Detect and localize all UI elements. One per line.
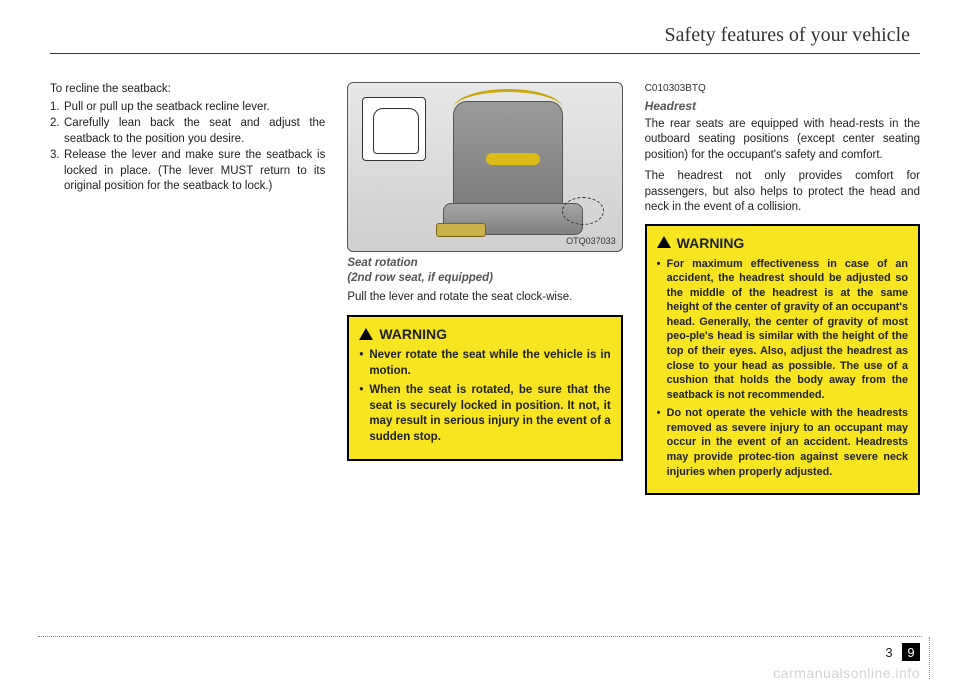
warning-list: • For maximum effectiveness in case of a… <box>657 257 908 479</box>
section-code: C010303BTQ <box>645 82 920 96</box>
warning-triangle-icon <box>359 328 373 340</box>
headrest-subhead: Headrest <box>645 98 920 114</box>
warning-text: Never rotate the seat while the vehicle … <box>369 348 610 379</box>
recline-step: 3. Release the lever and make sure the s… <box>50 148 325 195</box>
content-columns: To recline the seatback: 1. Pull or pull… <box>50 82 920 495</box>
recline-intro: To recline the seatback: <box>50 82 325 98</box>
warning-box: WARNING • Never rotate the seat while th… <box>347 315 622 461</box>
chapter-title: Safety features of your vehicle <box>50 24 920 53</box>
manual-page: Safety features of your vehicle To recli… <box>0 0 960 689</box>
seat-lever-icon <box>436 223 486 237</box>
warning-title: WARNING <box>657 234 908 253</box>
bullet-icon: • <box>657 406 667 479</box>
step-number: 3. <box>50 148 64 195</box>
seat-top-diagram-icon <box>362 97 426 161</box>
step-text: Release the lever and make sure the seat… <box>64 148 325 195</box>
step-number: 1. <box>50 100 64 116</box>
step-text: Pull or pull up the seatback recline lev… <box>64 100 325 116</box>
bullet-icon: • <box>657 257 667 403</box>
warning-item: • Do not operate the vehicle with the he… <box>657 406 908 479</box>
watermark: carmanualsonline.info <box>773 665 920 681</box>
warning-triangle-icon <box>657 236 671 248</box>
footer-dotted-vertical <box>929 637 930 679</box>
headrest-para2: The headrest not only provides comfort f… <box>645 169 920 216</box>
column-2: OTQ037033 Seat rotation (2nd row seat, i… <box>347 82 622 495</box>
page-number: 9 <box>902 643 920 661</box>
header-rule <box>50 53 920 54</box>
warning-label: WARNING <box>677 234 745 253</box>
warning-text: Do not operate the vehicle with the head… <box>667 406 908 479</box>
warning-item: • Never rotate the seat while the vehicl… <box>359 348 610 379</box>
warning-list: • Never rotate the seat while the vehicl… <box>359 348 610 445</box>
headrest-para1: The rear seats are equipped with head-re… <box>645 117 920 164</box>
column-1: To recline the seatback: 1. Pull or pull… <box>50 82 325 495</box>
warning-item: • When the seat is rotated, be sure that… <box>359 383 610 445</box>
warning-text: When the seat is rotated, be sure that t… <box>369 383 610 445</box>
seat-rotation-figure: OTQ037033 <box>347 82 622 252</box>
column-3: C010303BTQ Headrest The rear seats are e… <box>645 82 920 495</box>
caption-line1: Seat rotation <box>347 257 417 269</box>
warning-label: WARNING <box>379 325 447 344</box>
bullet-icon: • <box>359 348 369 379</box>
bullet-icon: • <box>359 383 369 445</box>
warning-title: WARNING <box>359 325 610 344</box>
seat-arrow-icon <box>486 153 540 165</box>
warning-text: For maximum effectiveness in case of an … <box>667 257 908 403</box>
detail-circle-icon <box>562 197 604 225</box>
footer-dotted-rule <box>38 636 922 637</box>
page-footer: 3 9 <box>880 643 920 661</box>
figure-code: OTQ037033 <box>566 235 616 247</box>
step-number: 2. <box>50 116 64 147</box>
caption-line2: (2nd row seat, if equipped) <box>347 272 493 284</box>
seat-rotation-body: Pull the lever and rotate the seat clock… <box>347 290 622 306</box>
recline-step: 1. Pull or pull up the seatback recline … <box>50 100 325 116</box>
warning-item: • For maximum effectiveness in case of a… <box>657 257 908 403</box>
figure-caption: Seat rotation (2nd row seat, if equipped… <box>347 256 622 286</box>
warning-box: WARNING • For maximum effectiveness in c… <box>645 224 920 495</box>
section-number: 3 <box>880 643 898 661</box>
step-text: Carefully lean back the seat and adjust … <box>64 116 325 147</box>
recline-step: 2. Carefully lean back the seat and adju… <box>50 116 325 147</box>
